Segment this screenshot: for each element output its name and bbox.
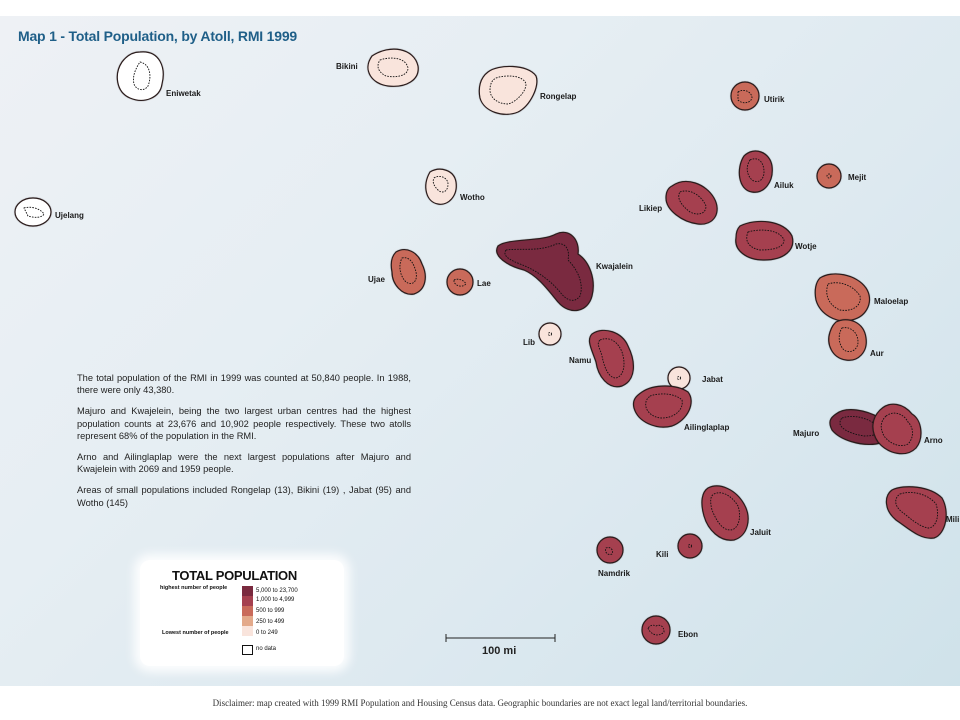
legend-swatch bbox=[242, 606, 253, 616]
atoll-label-maloelap: Maloelap bbox=[874, 297, 908, 306]
atoll-label-jaluit: Jaluit bbox=[750, 528, 771, 537]
atoll-jabat[interactable]: Jabat bbox=[667, 366, 723, 390]
atoll-utirik[interactable]: Utirik bbox=[730, 81, 785, 111]
atoll-label-likiep: Likiep bbox=[639, 204, 662, 213]
description-paragraph: Areas of small populations included Rong… bbox=[77, 485, 411, 508]
atoll-aur[interactable]: Aur bbox=[828, 319, 884, 361]
legend-nodata-label: no data bbox=[256, 646, 277, 652]
atoll-label-kili: Kili bbox=[656, 550, 668, 559]
atoll-ujelang[interactable]: Ujelang bbox=[14, 197, 84, 227]
atoll-maloelap[interactable]: Maloelap bbox=[814, 273, 908, 322]
legend: TOTAL POPULATION highest number of peopl… bbox=[140, 560, 344, 666]
atoll-kili[interactable]: Kili bbox=[656, 533, 703, 559]
atoll-eniwetak[interactable]: Eniwetak bbox=[116, 51, 201, 101]
atoll-ailuk[interactable]: Ailuk bbox=[738, 150, 794, 193]
atoll-label-lib: Lib bbox=[523, 338, 535, 347]
scale-bar bbox=[445, 634, 556, 642]
atoll-rongelap[interactable]: Rongelap bbox=[478, 65, 577, 115]
legend-swatch bbox=[242, 616, 253, 626]
legend-swatch bbox=[242, 596, 253, 606]
atoll-label-bikini: Bikini bbox=[336, 62, 358, 71]
atoll-label-namdrik: Namdrik bbox=[598, 569, 631, 578]
description-text: The total population of the RMI in 1999 … bbox=[77, 372, 411, 518]
atoll-ebon[interactable]: Ebon bbox=[641, 615, 698, 645]
legend-class-label: 5,000 to 23,700 bbox=[256, 588, 298, 594]
atoll-majuro[interactable]: Majuro bbox=[793, 409, 889, 445]
atoll-kwajalein[interactable]: Kwajalein bbox=[496, 231, 633, 312]
legend-class-label: 500 to 999 bbox=[256, 608, 285, 614]
atoll-namdrik[interactable]: Namdrik bbox=[596, 536, 631, 578]
legend-class-label: 0 to 249 bbox=[256, 630, 278, 636]
atoll-label-wotje: Wotje bbox=[795, 242, 817, 251]
atoll-label-ailuk: Ailuk bbox=[774, 181, 794, 190]
atoll-arno[interactable]: Arno bbox=[872, 403, 943, 455]
scale-label: 100 mi bbox=[482, 645, 517, 657]
atoll-label-aur: Aur bbox=[870, 349, 884, 358]
atoll-label-jabat: Jabat bbox=[702, 375, 723, 384]
atoll-lae[interactable]: Lae bbox=[446, 268, 491, 296]
legend-title: TOTAL POPULATION bbox=[172, 568, 297, 583]
atoll-ailinglaplap[interactable]: Ailinglaplap bbox=[632, 385, 729, 432]
atoll-ujae[interactable]: Ujae bbox=[368, 249, 426, 295]
atoll-label-arno: Arno bbox=[924, 436, 943, 445]
atoll-label-ujelang: Ujelang bbox=[55, 211, 84, 220]
atoll-label-wotho: Wotho bbox=[460, 193, 485, 202]
legend-nodata-swatch bbox=[242, 645, 253, 655]
atoll-label-utirik: Utirik bbox=[764, 95, 785, 104]
atoll-mili[interactable]: Mili bbox=[885, 486, 959, 539]
legend-class-label: 1,000 to 4,999 bbox=[256, 597, 295, 603]
description-paragraph: The total population of the RMI in 1999 … bbox=[77, 373, 411, 396]
atoll-label-ebon: Ebon bbox=[678, 630, 698, 639]
atoll-likiep[interactable]: Likiep bbox=[639, 181, 718, 225]
atoll-mejit[interactable]: Mejit bbox=[816, 163, 867, 189]
legend-high-label: highest number of people bbox=[160, 585, 228, 591]
atoll-label-ujae: Ujae bbox=[368, 275, 385, 284]
atoll-label-eniwetak: Eniwetak bbox=[166, 89, 201, 98]
atoll-namu[interactable]: Namu bbox=[569, 329, 634, 388]
legend-swatch bbox=[242, 586, 253, 596]
atoll-label-majuro: Majuro bbox=[793, 429, 819, 438]
atoll-label-ailinglaplap: Ailinglaplap bbox=[684, 423, 729, 432]
description-paragraph: Majuro and Kwajelein, being the two larg… bbox=[77, 406, 411, 441]
atoll-label-namu: Namu bbox=[569, 356, 591, 365]
atoll-wotje[interactable]: Wotje bbox=[735, 220, 817, 261]
atoll-label-kwajalein: Kwajalein bbox=[596, 262, 633, 271]
atoll-label-rongelap: Rongelap bbox=[540, 92, 577, 101]
disclaimer: Disclaimer: map created with 1999 RMI Po… bbox=[212, 698, 748, 708]
legend-class-label: 250 to 499 bbox=[256, 619, 285, 625]
map-title: Map 1 - Total Population, by Atoll, RMI … bbox=[18, 28, 297, 44]
atoll-lib[interactable]: Lib bbox=[523, 322, 562, 347]
atoll-bikini[interactable]: Bikini bbox=[336, 48, 419, 87]
legend-swatch bbox=[242, 626, 253, 636]
legend-low-label: Lowest number of people bbox=[162, 630, 229, 636]
atoll-label-mili: Mili bbox=[946, 515, 959, 524]
atoll-label-lae: Lae bbox=[477, 279, 491, 288]
top-band bbox=[0, 0, 960, 16]
atoll-label-mejit: Mejit bbox=[848, 173, 867, 182]
atoll-wotho[interactable]: Wotho bbox=[425, 168, 485, 205]
atoll-jaluit[interactable]: Jaluit bbox=[701, 485, 771, 541]
description-paragraph: Arno and Ailinglaplap were the next larg… bbox=[77, 452, 411, 475]
